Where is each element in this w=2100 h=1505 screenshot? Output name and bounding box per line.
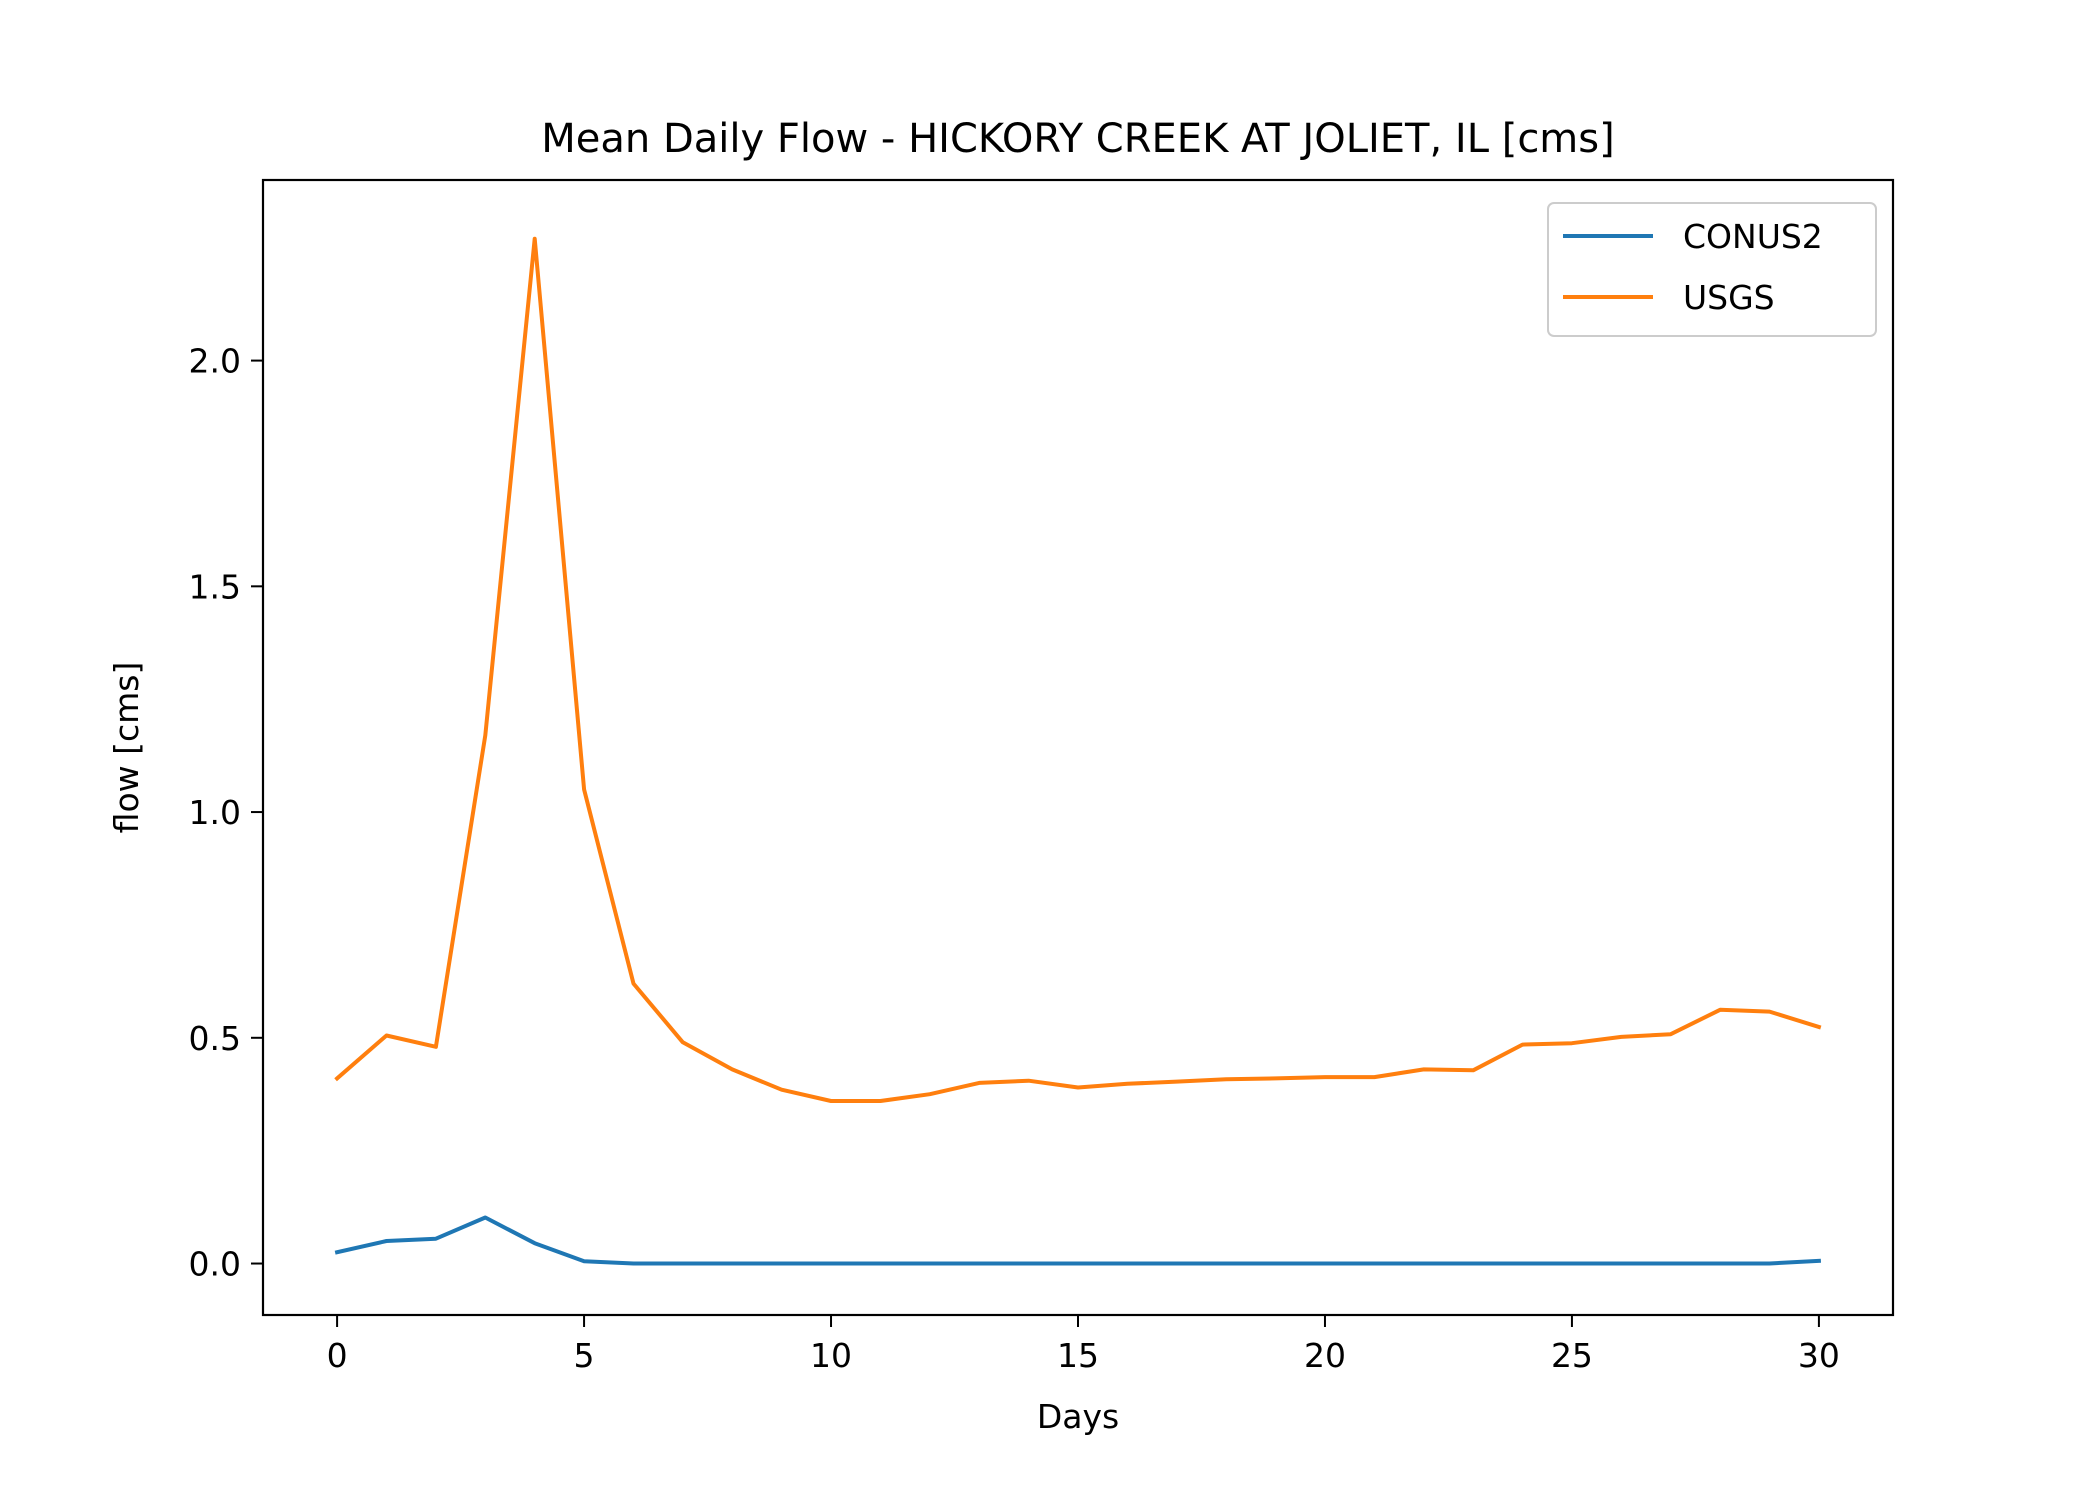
y-tick-label: 0.0 [189,1245,241,1284]
series-line-conus2 [334,1215,1822,1266]
y-tick-label: 0.5 [189,1019,241,1058]
legend-label-usgs: USGS [1683,278,1775,317]
chart-title: Mean Daily Flow - HICKORY CREEK AT JOLIE… [541,116,1614,162]
x-tick-label: 0 [327,1336,348,1375]
x-tick-label: 20 [1304,1336,1346,1375]
x-tick-label: 25 [1551,1336,1593,1375]
x-tick-label: 10 [810,1336,852,1375]
x-tick-label: 30 [1798,1336,1840,1375]
x-axis-label: Days [1037,1397,1119,1436]
y-tick-label: 1.0 [189,793,241,832]
y-axis-label: flow [cms] [107,662,146,834]
x-tick-label: 5 [574,1336,595,1375]
tick-layer: 0 5 10 15 20 25 30 0.0 0.5 1.0 1.5 2.0 [189,342,1840,1375]
y-tick-label: 1.5 [189,567,241,606]
y-tick-label: 2.0 [189,342,241,381]
plot-layer [334,236,1822,1266]
x-tick-label: 15 [1057,1336,1099,1375]
series-line-usgs [334,236,1822,1103]
legend-label-conus2: CONUS2 [1683,217,1823,256]
legend: CONUS2 USGS [1547,202,1877,337]
